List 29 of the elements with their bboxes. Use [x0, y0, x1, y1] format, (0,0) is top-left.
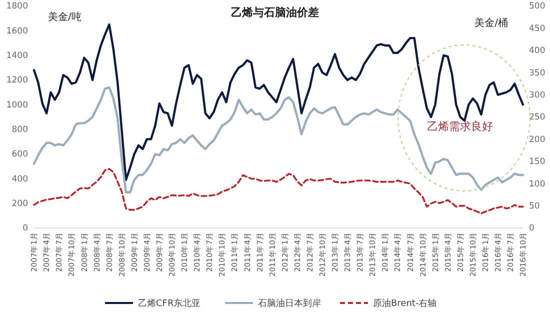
y-tick-label: 1800 — [6, 2, 28, 12]
y-tick-label: 1400 — [6, 51, 28, 62]
line-series — [33, 168, 524, 214]
y-tick-label: 200 — [12, 199, 28, 210]
y-axis-title: 美金/吨 — [48, 11, 82, 23]
y-tick-label: 1200 — [6, 76, 28, 86]
y-tick-label: 0 — [22, 224, 28, 234]
y2-tick-label: 100 — [529, 179, 546, 190]
y-tick-label: 600 — [12, 150, 28, 160]
chart-title: 乙烯与石脑油价差 — [231, 6, 319, 19]
annotation: 乙烯需求良好 — [427, 120, 493, 133]
y2-tick-label: 450 — [529, 24, 546, 34]
y-tick-label: 800 — [12, 125, 28, 136]
y2-tick-label: 200 — [529, 134, 546, 145]
y2-tick-label: 350 — [529, 68, 546, 78]
y2-tick-label: 400 — [529, 46, 546, 56]
y2-tick-label: 50 — [529, 202, 540, 212]
y2-tick-label: 500 — [529, 2, 546, 12]
legend-label: 乙烯CFR东北亚 — [138, 298, 201, 309]
y-tick-label: 400 — [12, 174, 28, 184]
y2-tick-label: 300 — [529, 90, 546, 101]
legend-label: 原油Brent-右轴 — [373, 298, 437, 309]
y-tick-label: 1600 — [6, 26, 28, 36]
line-series — [32, 86, 524, 194]
legend-label: 石脑油日本到岸 — [258, 298, 321, 309]
y2-axis-title: 美金/桶 — [474, 17, 508, 29]
y-tick-label: 1000 — [6, 100, 28, 110]
y2-tick-label: 150 — [529, 157, 546, 168]
y2-tick-label: 0 — [529, 224, 534, 234]
